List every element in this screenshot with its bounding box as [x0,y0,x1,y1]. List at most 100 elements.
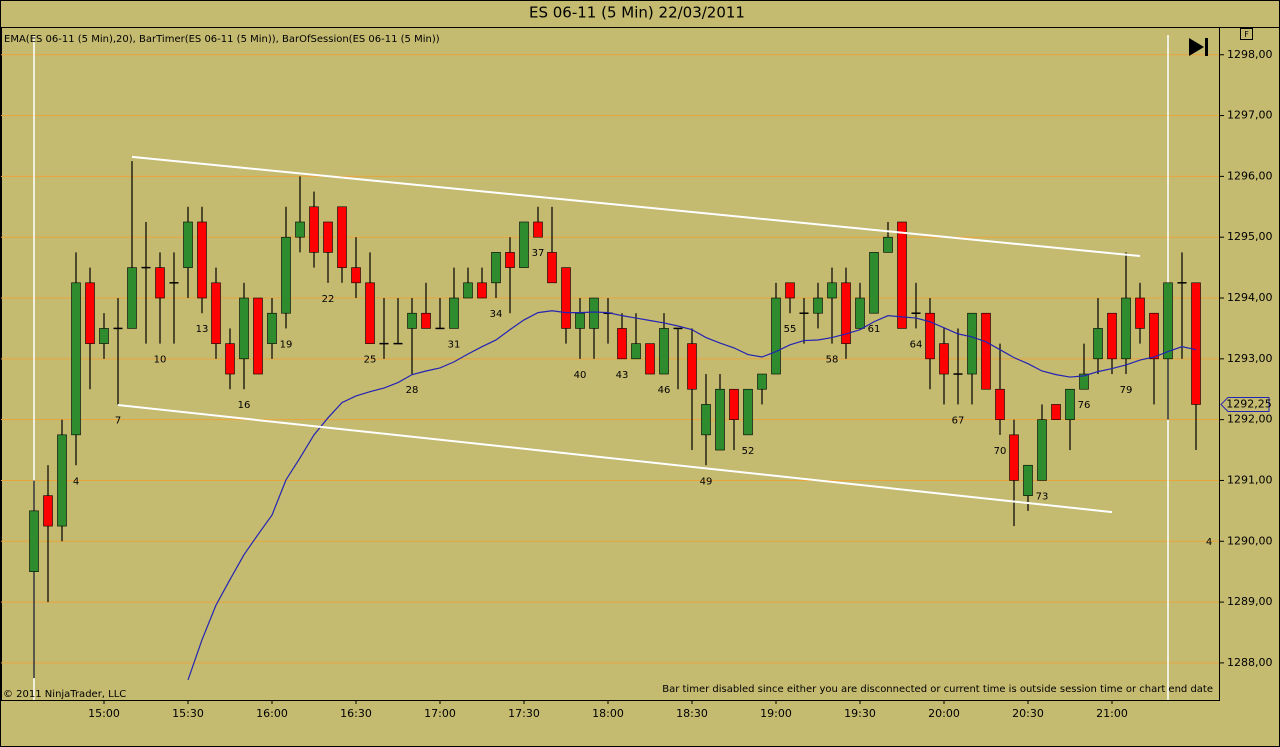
bar-number: 34 [490,309,503,320]
y-tick-label: 1289,00 [1227,595,1273,608]
candle-body [1051,404,1061,420]
bar-number: 58 [826,355,839,366]
x-tick-label: 16:30 [340,707,372,720]
candle-body [211,282,221,344]
candle-body [869,252,879,314]
y-tick-label: 1296,00 [1227,169,1273,182]
ema-line [187,310,1197,681]
candle-body [463,282,473,299]
candle-body [449,297,459,329]
candle-body [757,373,767,390]
last-price-marker [1220,396,1270,412]
candle-body [939,343,949,375]
y-tick-label: 1290,00 [1227,534,1273,547]
candle-body [1037,419,1047,481]
candle-body [155,267,165,299]
candle-body [981,312,991,390]
candle-body [883,236,893,253]
indicators-label: EMA(ES 06-11 (5 Min),20), BarTimer(ES 06… [4,34,440,45]
play-icon[interactable] [1189,38,1204,56]
bar-number: 64 [910,339,923,350]
bar-number: 4 [73,476,79,487]
session-bar-count: 4 [1206,537,1212,548]
candle-body [743,388,753,436]
candle-body [1121,297,1131,360]
bar-number: 31 [448,339,461,350]
bar-number: 49 [700,476,713,487]
candle-body [225,343,235,375]
candle-body [309,206,319,253]
x-tick-label: 16:00 [256,707,288,720]
x-tick-label: 17:30 [508,707,540,720]
candle-body [771,297,781,375]
candle-body [925,312,935,360]
candle-body [673,327,683,330]
candle-body [533,221,543,238]
candle-body [659,328,669,375]
x-tick-label: 17:00 [424,707,456,720]
candle-body [855,297,865,329]
labels: 1288,00 1289,00 1290,00 1291,00 1292,00 1293,… [73,48,1273,720]
candle-body [1163,282,1173,360]
x-tick-label: 20:00 [928,707,960,720]
bar-number: 28 [406,385,419,396]
bar-number: 7 [115,415,121,426]
candle-body [71,282,81,436]
candle-body [169,282,179,284]
candle-body [561,267,571,329]
candle-body [127,267,137,329]
bar-number: 76 [1078,400,1091,411]
x-tick-label: 19:30 [844,707,876,720]
candle-body [393,342,403,345]
y-tick-label: 1295,00 [1227,230,1273,243]
candle-body [911,312,921,314]
bar-number: 73 [1036,491,1049,502]
candle-body [281,236,291,314]
candle-body [1191,282,1201,405]
bar-number: 67 [952,415,965,426]
candle-body [645,343,655,375]
y-tick-label: 1291,00 [1227,473,1273,486]
candle-body [701,404,711,436]
candle-body [505,252,515,268]
candle-body [631,343,641,360]
candle-body [1107,312,1117,360]
bar-number: 43 [616,370,629,381]
y-tick-label: 1293,00 [1227,352,1273,365]
bar-number: 19 [280,339,293,350]
candle-body [1065,388,1075,420]
x-tick-label: 15:00 [88,707,120,720]
candle-body [113,327,123,330]
candle-body [29,510,39,572]
candle-body [519,221,529,268]
bar-number: 79 [1120,385,1133,396]
candle-body [1079,373,1089,390]
panel-button-label[interactable]: F [1244,30,1249,39]
candle-body [589,297,599,329]
candle-body [239,297,249,360]
bar-number: 16 [238,400,251,411]
candle-body [407,312,417,329]
candle-body [197,221,207,299]
copyright: © 2011 NinjaTrader, LLC [3,689,126,700]
last-price-label: 1292,25 [1226,397,1272,410]
candle-body [491,252,501,284]
x-tick-label: 18:30 [676,707,708,720]
candle-body [295,221,305,238]
candle-body [365,282,375,344]
bar-number: 25 [364,355,377,366]
candle-body [841,282,851,344]
y-tick-label: 1292,00 [1227,413,1273,426]
x-tick-label: 21:00 [1096,707,1128,720]
panel-button[interactable] [1240,28,1253,40]
bar-number: 46 [658,385,671,396]
scroll-to-end-button[interactable] [1189,38,1208,56]
plot-border [1,27,1220,701]
x-tick-label: 19:00 [760,707,792,720]
bar-number: 13 [196,324,209,335]
end-icon[interactable] [1205,38,1208,56]
candle-body [617,328,627,360]
candle-body [57,434,67,527]
bar-number: 61 [868,324,881,335]
